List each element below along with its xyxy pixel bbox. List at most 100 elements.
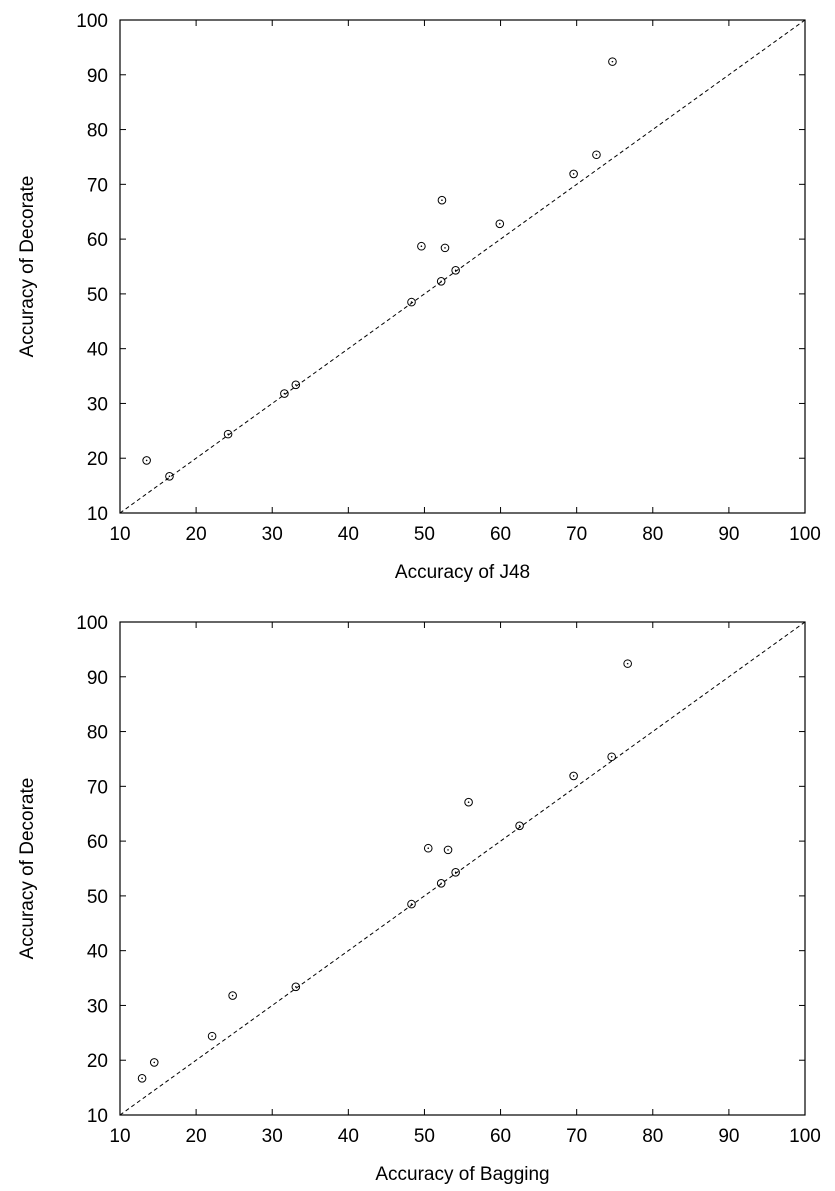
x-tick-label: 10 <box>109 524 130 545</box>
data-point <box>223 429 233 439</box>
data-point <box>515 821 524 831</box>
data-point <box>436 878 446 888</box>
data-point <box>569 169 578 179</box>
diagonal-reference-line <box>119 19 806 514</box>
y-tick-label: 10 <box>87 504 108 525</box>
x-tick-label: 100 <box>789 524 821 545</box>
x-tick-label: 100 <box>789 1126 821 1147</box>
x-tick-label: 90 <box>718 524 739 545</box>
x-axis-label: Accuracy of Bagging <box>375 1164 549 1185</box>
x-tick-label: 90 <box>718 1126 739 1147</box>
axis-ticks: 10 20 30 40 50 60 70 80 90 100 10 20 30 40 50 60 70 80 90 1… <box>76 613 821 1147</box>
data-point-center <box>441 199 443 202</box>
data-point-center <box>610 755 613 758</box>
data-point <box>592 150 601 160</box>
data-point-center <box>467 801 470 804</box>
x-tick-label: 50 <box>414 1126 435 1147</box>
data-point-center <box>440 882 442 885</box>
data-point-center <box>440 280 442 283</box>
data-point-center <box>153 1061 156 1064</box>
data-point <box>207 1031 217 1041</box>
data-point-center <box>231 994 234 997</box>
data-point-center <box>295 384 297 386</box>
data-point <box>280 389 289 398</box>
y-tick-label: 60 <box>87 230 108 251</box>
data-point-center <box>572 173 575 175</box>
data-point-center <box>427 847 430 850</box>
y-tick-label: 20 <box>87 449 108 470</box>
data-point <box>443 845 453 855</box>
data-point <box>165 471 174 481</box>
y-tick-label: 60 <box>87 832 108 853</box>
plot-area-frame <box>119 19 806 514</box>
y-tick-label: 80 <box>87 723 108 744</box>
x-tick-label: 30 <box>262 1126 283 1147</box>
data-point <box>142 456 151 465</box>
y-tick-label: 40 <box>87 340 108 361</box>
data-point-center <box>572 775 575 777</box>
y-tick-label: 50 <box>87 285 108 306</box>
x-tick-label: 60 <box>490 1126 511 1147</box>
data-point-center <box>444 247 446 249</box>
data-point <box>451 266 460 275</box>
data-point <box>417 241 426 251</box>
data-point <box>407 297 416 307</box>
data-point <box>623 659 632 668</box>
y-tick-label: 40 <box>87 942 108 963</box>
data-point <box>228 991 237 1000</box>
data-point-center <box>626 662 629 665</box>
data-point-center <box>141 1077 143 1080</box>
data-point-center <box>498 222 501 225</box>
x-tick-label: 60 <box>490 524 511 545</box>
data-point <box>437 195 447 205</box>
x-tick-label: 70 <box>566 524 587 545</box>
y-axis-label: Accuracy of Decorate <box>17 778 38 960</box>
y-tick-label: 70 <box>87 175 108 196</box>
y-axis-label: Accuracy of Decorate <box>17 176 38 358</box>
plot-area-frame <box>119 621 806 1116</box>
data-point <box>569 771 578 781</box>
y-tick-label: 30 <box>87 394 108 415</box>
data-point <box>464 797 473 807</box>
data-point-center <box>227 433 229 435</box>
data-point-center <box>454 269 457 272</box>
x-tick-label: 10 <box>109 1126 130 1147</box>
data-point-center <box>611 60 614 63</box>
axis-ticks: 10 20 30 40 50 60 70 80 90 100 10 20 30 40 50 60 70 80 90 1… <box>76 11 821 545</box>
x-tick-label: 80 <box>642 1126 663 1147</box>
data-point <box>291 380 301 390</box>
data-point <box>495 219 505 229</box>
y-tick-label: 90 <box>87 66 108 87</box>
data-point-center <box>211 1035 213 1037</box>
x-axis-label: Accuracy of J48 <box>395 562 530 583</box>
x-tick-label: 20 <box>186 524 207 545</box>
data-point-center <box>410 301 413 303</box>
y-tick-label: 90 <box>87 668 108 689</box>
x-tick-label: 70 <box>566 1126 587 1147</box>
y-tick-label: 100 <box>76 613 108 634</box>
data-points <box>137 659 632 1083</box>
data-point-center <box>283 392 286 395</box>
x-tick-label: 20 <box>186 1126 207 1147</box>
data-point-center <box>410 903 413 905</box>
data-point-center <box>295 986 297 988</box>
data-point-center <box>168 475 171 478</box>
x-tick-label: 40 <box>338 524 359 545</box>
data-point <box>149 1058 159 1067</box>
data-point <box>137 1073 147 1083</box>
chart-j48-vs-decorate: 10 20 30 40 50 60 70 80 90 100 10 20 30 40 50 60 70 80 90 1… <box>17 11 821 583</box>
x-tick-label: 40 <box>338 1126 359 1147</box>
y-tick-label: 30 <box>87 996 108 1017</box>
data-point-center <box>518 824 521 827</box>
data-point-center <box>447 849 449 851</box>
data-point <box>423 843 433 853</box>
x-tick-label: 50 <box>414 524 435 545</box>
y-tick-label: 50 <box>87 887 108 908</box>
y-tick-label: 70 <box>87 777 108 798</box>
chart-bagging-vs-decorate: 10 20 30 40 50 60 70 80 90 100 10 20 30 40 50 60 70 80 90 1… <box>17 613 821 1185</box>
diagonal-reference-line <box>119 621 806 1116</box>
data-point <box>407 899 416 909</box>
y-tick-label: 10 <box>87 1106 108 1127</box>
data-point <box>451 868 460 877</box>
